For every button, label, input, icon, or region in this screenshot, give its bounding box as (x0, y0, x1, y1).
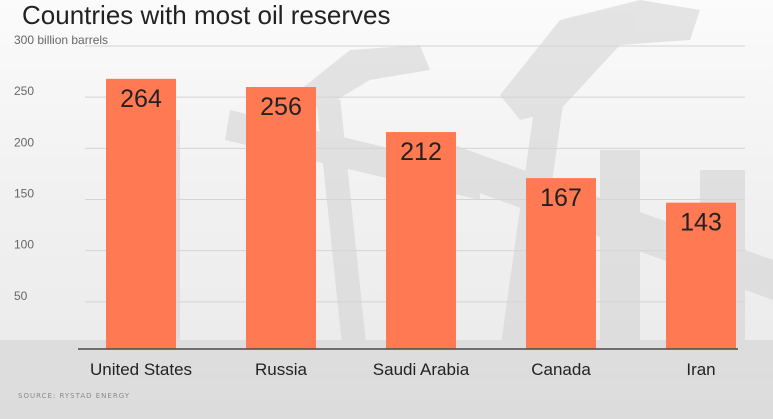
bar (106, 78, 176, 349)
bar-value-label: 143 (680, 209, 722, 237)
source-note: SOURCE: RYSTAD ENERGY (18, 392, 131, 400)
bar (386, 132, 456, 349)
category-label: Russia (255, 360, 308, 379)
category-label: Saudi Arabia (373, 360, 470, 379)
bars (106, 78, 736, 349)
category-label: Canada (531, 360, 591, 379)
y-axis-tick-labels: 50 100 150 200 250 300 billion barrels (14, 33, 108, 303)
y-tick-label: 50 (14, 289, 28, 303)
value-labels: 264 256 212 167 143 (120, 85, 722, 237)
y-tick-label: 100 (14, 238, 34, 252)
bar-value-label: 256 (260, 93, 302, 121)
y-tick-label: 300 billion barrels (14, 33, 108, 47)
y-tick-label: 200 (14, 135, 34, 149)
bar-value-label: 264 (120, 85, 162, 113)
x-axis-category-labels: United States Russia Saudi Arabia Canada Ira… (90, 360, 716, 379)
bar (246, 87, 316, 349)
chart-title: Countries with most oil reserves (22, 0, 391, 30)
bar (526, 178, 596, 349)
bar-value-label: 167 (540, 184, 582, 212)
category-label: United States (90, 360, 192, 379)
bar-value-label: 212 (400, 138, 442, 166)
bar (666, 202, 736, 349)
y-tick-label: 250 (14, 84, 34, 98)
y-tick-label: 150 (14, 187, 34, 201)
category-label: Iran (686, 360, 715, 379)
